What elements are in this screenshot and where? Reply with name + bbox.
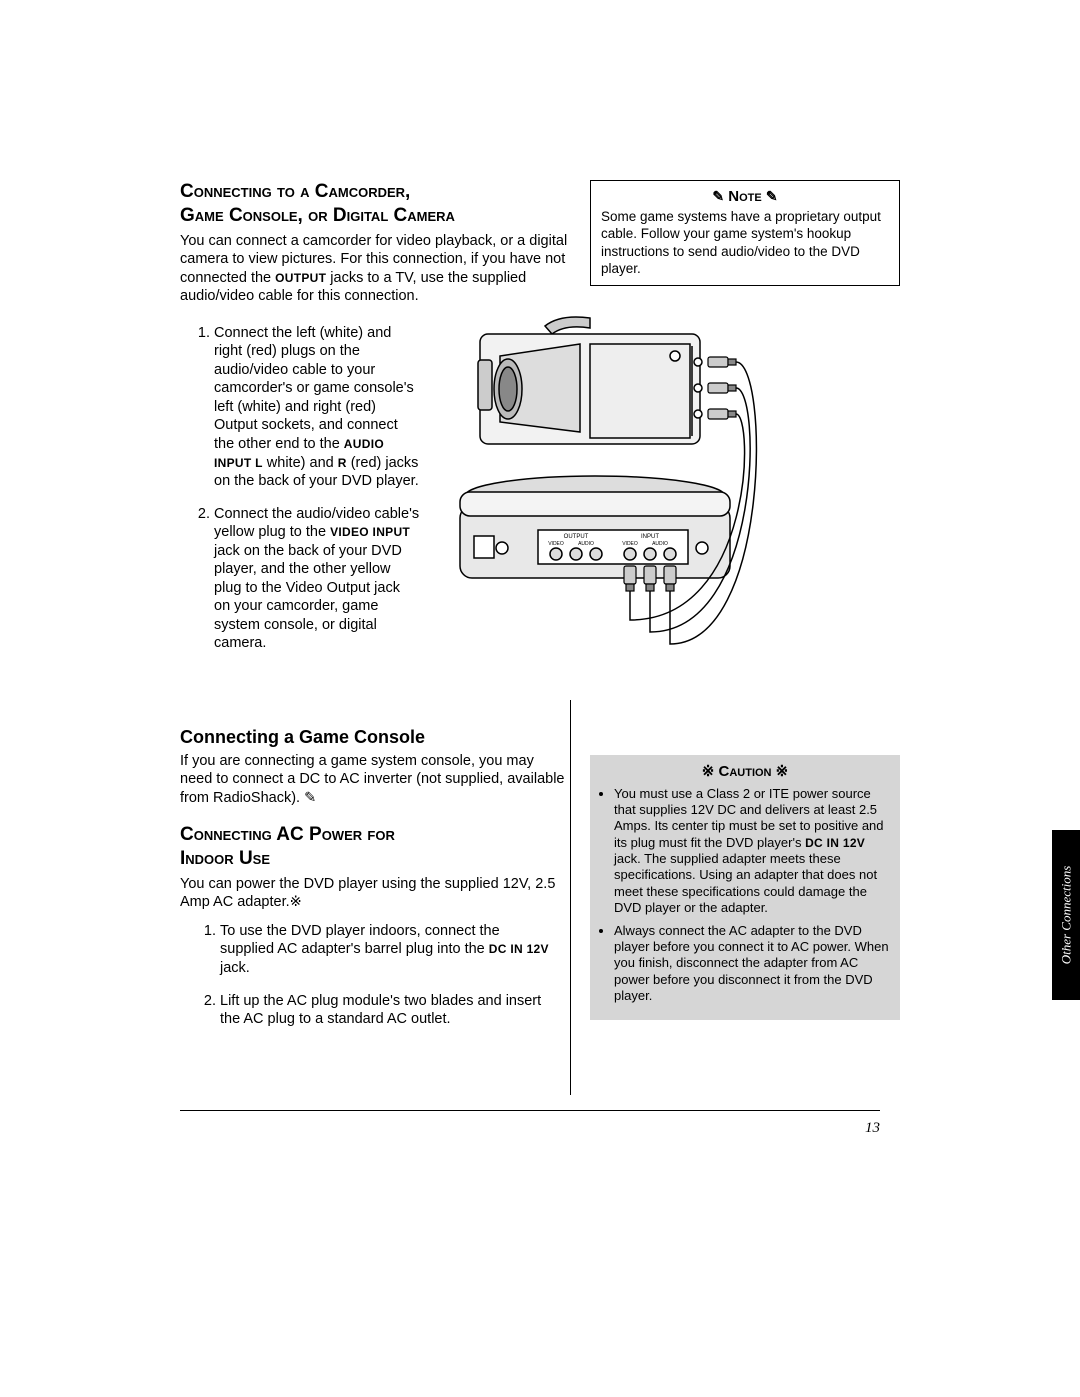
caution-item: Always connect the AC adapter to the DVD… [614, 923, 890, 1005]
rca-plug-icon [708, 383, 736, 393]
column-divider [570, 700, 571, 1095]
step-item: Connect the left (white) and right (red)… [214, 324, 440, 491]
section-heading-camcorder: Connecting to a Camcorder, Game Console,… [180, 180, 570, 228]
port-label: OUTPUT [564, 534, 589, 540]
rca-plug-icon [664, 566, 676, 591]
rca-plug-icon [708, 409, 736, 419]
section-heading-gameconsole: Connecting a Game Console [180, 727, 570, 748]
step-item: To use the DVD player indoors, connect t… [220, 922, 570, 978]
connection-diagram: OUTPUT INPUT VIDEO AUDIO VIDEO AUDIO [440, 314, 770, 684]
caution-item: You must use a Class 2 or ITE power sour… [614, 786, 890, 917]
body-text: You can power the DVD player using the s… [180, 875, 570, 912]
intro-paragraph: You can connect a camcorder for video pl… [180, 232, 570, 306]
body-text: If you are connecting a game system cons… [180, 752, 570, 808]
heading-line: Connecting AC Power for [180, 824, 395, 845]
footer-rule [180, 1110, 880, 1111]
heading-line: Connecting to a Camcorder, [180, 181, 410, 202]
step-item: Lift up the AC plug module's two blades … [220, 992, 570, 1029]
heading-line: Indoor Use [180, 848, 270, 869]
rca-plug-icon [624, 566, 636, 591]
note-box: ✎ Note ✎ Some game systems have a propri… [590, 180, 900, 286]
port-label: VIDEO [622, 541, 638, 547]
power-steps: To use the DVD player indoors, connect t… [220, 922, 570, 1029]
warning-icon: ※ [776, 763, 789, 780]
rca-plug-icon [708, 357, 736, 367]
caution-box: ※ Caution ※ You must use a Class 2 or IT… [590, 755, 900, 1021]
rca-plug-icon [644, 566, 656, 591]
pencil-icon: ✎ [766, 188, 778, 204]
caution-title: ※ Caution ※ [600, 763, 890, 782]
note-title: ✎ Note ✎ [601, 187, 889, 206]
heading-line: Game Console, or Digital Camera [180, 205, 455, 226]
step-item: Connect the audio/video cable's yellow p… [214, 505, 440, 653]
section-tab: Other Connections [1052, 830, 1080, 1000]
pencil-icon: ✎ [712, 188, 724, 204]
port-label: AUDIO [578, 541, 594, 547]
page-number: 13 [180, 1120, 880, 1137]
port-label: VIDEO [548, 541, 564, 547]
section-heading-acpower: Connecting AC Power for Indoor Use [180, 823, 570, 871]
warning-icon: ※ [702, 763, 715, 780]
port-label: AUDIO [652, 541, 668, 547]
note-body: Some game systems have a proprietary out… [601, 208, 889, 277]
connection-steps: Connect the left (white) and right (red)… [214, 324, 440, 653]
port-label: INPUT [641, 534, 659, 540]
